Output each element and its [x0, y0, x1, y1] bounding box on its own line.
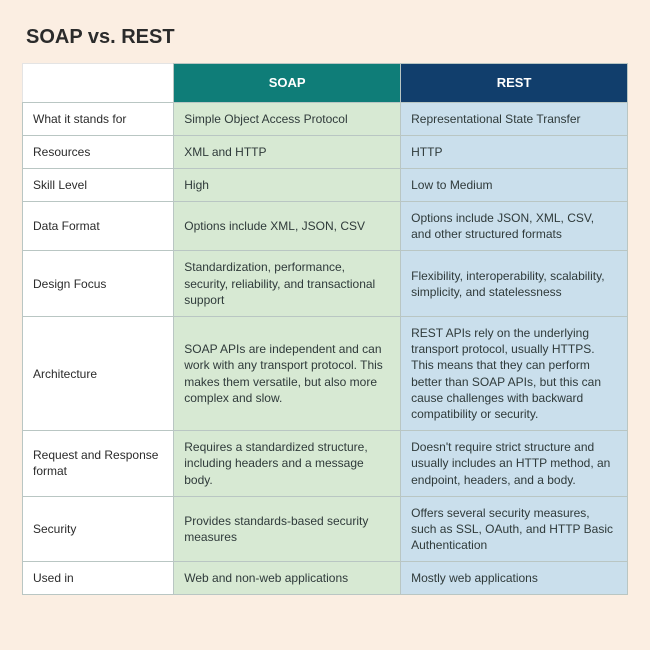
rest-cell: Offers several security measures, such a… — [401, 496, 628, 562]
soap-cell: Web and non-web applications — [174, 562, 401, 595]
soap-cell: Standardization, performance, security, … — [174, 251, 401, 317]
rest-cell: Flexibility, interoperability, scalabili… — [401, 251, 628, 317]
rest-cell: Representational State Transfer — [401, 102, 628, 135]
soap-cell: Requires a standardized structure, inclu… — [174, 431, 401, 497]
row-label: Resources — [23, 135, 174, 168]
soap-cell: SOAP APIs are independent and can work w… — [174, 317, 401, 431]
row-label: Data Format — [23, 202, 174, 251]
row-label: Architecture — [23, 317, 174, 431]
soap-cell: Provides standards-based security measur… — [174, 496, 401, 562]
row-label: Request and Response format — [23, 431, 174, 497]
table-row: Request and Response format Requires a s… — [23, 431, 628, 497]
table-row: Used in Web and non-web applications Mos… — [23, 562, 628, 595]
page-title: SOAP vs. REST — [26, 26, 628, 49]
rest-cell: HTTP — [401, 135, 628, 168]
row-label: Used in — [23, 562, 174, 595]
soap-cell: Simple Object Access Protocol — [174, 102, 401, 135]
table-row: Resources XML and HTTP HTTP — [23, 135, 628, 168]
soap-cell: Options include XML, JSON, CSV — [174, 202, 401, 251]
rest-cell: Options include JSON, XML, CSV, and othe… — [401, 202, 628, 251]
comparison-table: SOAP REST What it stands for Simple Obje… — [22, 63, 628, 595]
row-label: Skill Level — [23, 168, 174, 201]
rest-cell: REST APIs rely on the underlying transpo… — [401, 317, 628, 431]
table-row: What it stands for Simple Object Access … — [23, 102, 628, 135]
rest-cell: Low to Medium — [401, 168, 628, 201]
column-header-rest: REST — [401, 64, 628, 103]
table-row: Architecture SOAP APIs are independent a… — [23, 317, 628, 431]
soap-cell: XML and HTTP — [174, 135, 401, 168]
table-row: Design Focus Standardization, performanc… — [23, 251, 628, 317]
row-label: What it stands for — [23, 102, 174, 135]
rest-cell: Mostly web applications — [401, 562, 628, 595]
table-corner-cell — [23, 64, 174, 103]
column-header-soap: SOAP — [174, 64, 401, 103]
row-label: Security — [23, 496, 174, 562]
table-header-row: SOAP REST — [23, 64, 628, 103]
soap-cell: High — [174, 168, 401, 201]
page-container: SOAP vs. REST SOAP REST What it stands f… — [0, 0, 650, 613]
table-row: Skill Level High Low to Medium — [23, 168, 628, 201]
table-row: Security Provides standards-based securi… — [23, 496, 628, 562]
rest-cell: Doesn't require strict structure and usu… — [401, 431, 628, 497]
row-label: Design Focus — [23, 251, 174, 317]
table-row: Data Format Options include XML, JSON, C… — [23, 202, 628, 251]
